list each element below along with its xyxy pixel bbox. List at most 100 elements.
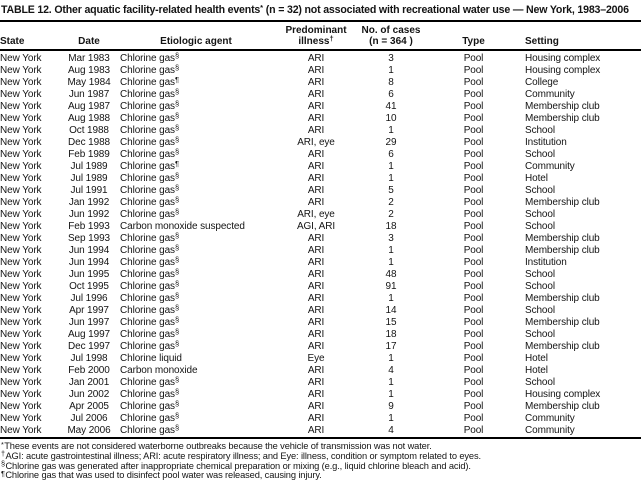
cell-date: Feb 1993 <box>68 221 110 232</box>
cell-date: Oct 1988 <box>69 125 109 136</box>
cell-etiologic-agent: Chlorine gas§ <box>120 111 180 124</box>
cell-type: Pool <box>463 89 484 100</box>
cell-state: New York <box>0 233 42 244</box>
cell-setting: Community <box>525 161 575 172</box>
cell-etiologic-agent: Chlorine gas§ <box>120 291 180 304</box>
agent-footnote-marker: § <box>174 87 180 96</box>
cell-illness: ARI <box>307 329 325 340</box>
cell-date: Jan 2001 <box>68 377 110 388</box>
cell-type: Pool <box>463 425 484 436</box>
cell-setting: School <box>525 221 555 232</box>
table-row: New York Jul 1998 Chlorine liquid Eye 1 Pool H… <box>0 353 641 365</box>
agent-footnote-marker: § <box>174 255 180 264</box>
col-header-date: Date <box>58 22 120 51</box>
cell-state: New York <box>0 269 42 280</box>
cell-illness: AGI, ARI <box>296 221 336 232</box>
cell-state: New York <box>0 245 42 256</box>
table-row: New York Aug 1987 Chlorine gas§ ARI 41 Pool Me… <box>0 99 641 113</box>
agent-footnote-marker: § <box>174 267 180 276</box>
cell-date: Jul 1998 <box>70 353 108 364</box>
cell-cases: 1 <box>388 65 394 76</box>
cell-cases: 2 <box>388 197 394 208</box>
cell-setting: Hotel <box>525 173 548 184</box>
cell-date: Jun 1997 <box>68 317 110 328</box>
agent-footnote-marker: § <box>174 387 180 396</box>
cell-cases: 4 <box>388 365 394 376</box>
footnote-marker: ¶ <box>1 468 5 478</box>
cell-illness: ARI <box>307 377 325 388</box>
col-header-type: Type <box>422 22 525 51</box>
cell-setting: Community <box>525 425 575 436</box>
agent-footnote-marker: § <box>174 279 180 288</box>
cell-setting: School <box>525 185 555 196</box>
cell-state: New York <box>0 185 42 196</box>
cell-illness: ARI, eye <box>297 209 335 220</box>
agent-footnote-marker: § <box>174 399 180 408</box>
cell-cases: 1 <box>388 377 394 388</box>
cell-state: New York <box>0 113 42 124</box>
cell-date: Jan 1992 <box>68 197 110 208</box>
cell-illness: ARI, eye <box>297 137 335 148</box>
footnotes: *These events are not considered waterbo… <box>0 440 641 481</box>
agent-footnote-marker: § <box>174 183 180 192</box>
cell-setting: Housing complex <box>525 389 601 400</box>
cell-cases: 18 <box>385 329 397 340</box>
cell-illness: ARI <box>307 113 325 124</box>
cell-cases: 48 <box>385 269 397 280</box>
cell-state: New York <box>0 353 42 364</box>
cell-etiologic-agent: Chlorine gas§ <box>120 195 180 208</box>
cell-date: Aug 1997 <box>67 329 111 340</box>
cell-etiologic-agent: Chlorine gas§ <box>120 279 180 292</box>
cell-cases: 18 <box>385 221 397 232</box>
table-row: New York Dec 1988 Chlorine gas§ ARI, eye 29 P… <box>0 135 641 149</box>
cell-cases: 3 <box>388 53 394 64</box>
cell-illness: ARI <box>307 101 325 112</box>
col-header-etiologic-agent: Etiologic agent <box>120 22 272 51</box>
cell-illness: ARI <box>307 125 325 136</box>
cell-etiologic-agent: Chlorine gas§ <box>120 327 180 340</box>
table-title-post: (n = 32) not associated with recreationa… <box>263 4 629 16</box>
cell-setting: School <box>525 125 555 136</box>
cell-etiologic-agent: Chlorine gas§ <box>120 339 180 352</box>
cell-illness: ARI <box>307 197 325 208</box>
header-row: State Date Etiologic agent Predominant i… <box>0 22 641 51</box>
cell-etiologic-agent: Chlorine gas¶ <box>120 75 179 88</box>
table-row: New York Jun 1987 Chlorine gas§ ARI 6 Pool Com… <box>0 87 641 101</box>
cell-date: Aug 1987 <box>67 101 111 112</box>
table-row: New York Jun 1994 Chlorine gas§ ARI 1 Pool Ins… <box>0 255 641 269</box>
cell-type: Pool <box>463 125 484 136</box>
cell-type: Pool <box>463 293 484 304</box>
cell-date: Dec 1988 <box>67 137 110 148</box>
cell-cases: 1 <box>388 413 394 424</box>
cell-setting: Membership club <box>525 245 600 256</box>
cell-cases: 6 <box>388 89 394 100</box>
agent-footnote-marker: § <box>174 375 180 384</box>
cell-date: Feb 1989 <box>68 149 110 160</box>
cell-illness: ARI <box>307 341 325 352</box>
cell-type: Pool <box>463 197 484 208</box>
cell-setting: Institution <box>525 137 567 148</box>
table-row: New York Feb 1993 Carbon monoxide suspecte… <box>0 221 641 233</box>
cell-etiologic-agent: Chlorine gas§ <box>120 51 180 64</box>
cell-illness: ARI <box>307 293 325 304</box>
cell-date: May 1984 <box>67 77 111 88</box>
cell-setting: College <box>525 77 559 88</box>
cell-state: New York <box>0 149 42 160</box>
cell-state: New York <box>0 305 42 316</box>
table-row: New York Jan 1992 Chlorine gas§ ARI 2 Pool Mem… <box>0 195 641 209</box>
cell-setting: School <box>525 281 555 292</box>
cell-setting: School <box>525 149 555 160</box>
cell-date: Sep 1993 <box>67 233 111 244</box>
cell-etiologic-agent: Chlorine gas§ <box>120 183 180 196</box>
table-row: New York Jul 2006 Chlorine gas§ ARI 1 Pool Com… <box>0 411 641 425</box>
table-row: New York Sep 1993 Chlorine gas§ ARI 3 Pool Mem… <box>0 231 641 245</box>
cell-cases: 1 <box>388 173 394 184</box>
cell-type: Pool <box>463 389 484 400</box>
cell-date: Aug 1983 <box>67 65 111 76</box>
table-row: New York Apr 1997 Chlorine gas§ ARI 14 Pool Sc… <box>0 303 641 317</box>
cell-type: Pool <box>463 173 484 184</box>
cell-date: Feb 2000 <box>68 365 110 376</box>
cell-setting: Membership club <box>525 113 600 124</box>
cell-setting: Housing complex <box>525 53 601 64</box>
col-header-cases-line1: No. of cases <box>361 25 421 36</box>
